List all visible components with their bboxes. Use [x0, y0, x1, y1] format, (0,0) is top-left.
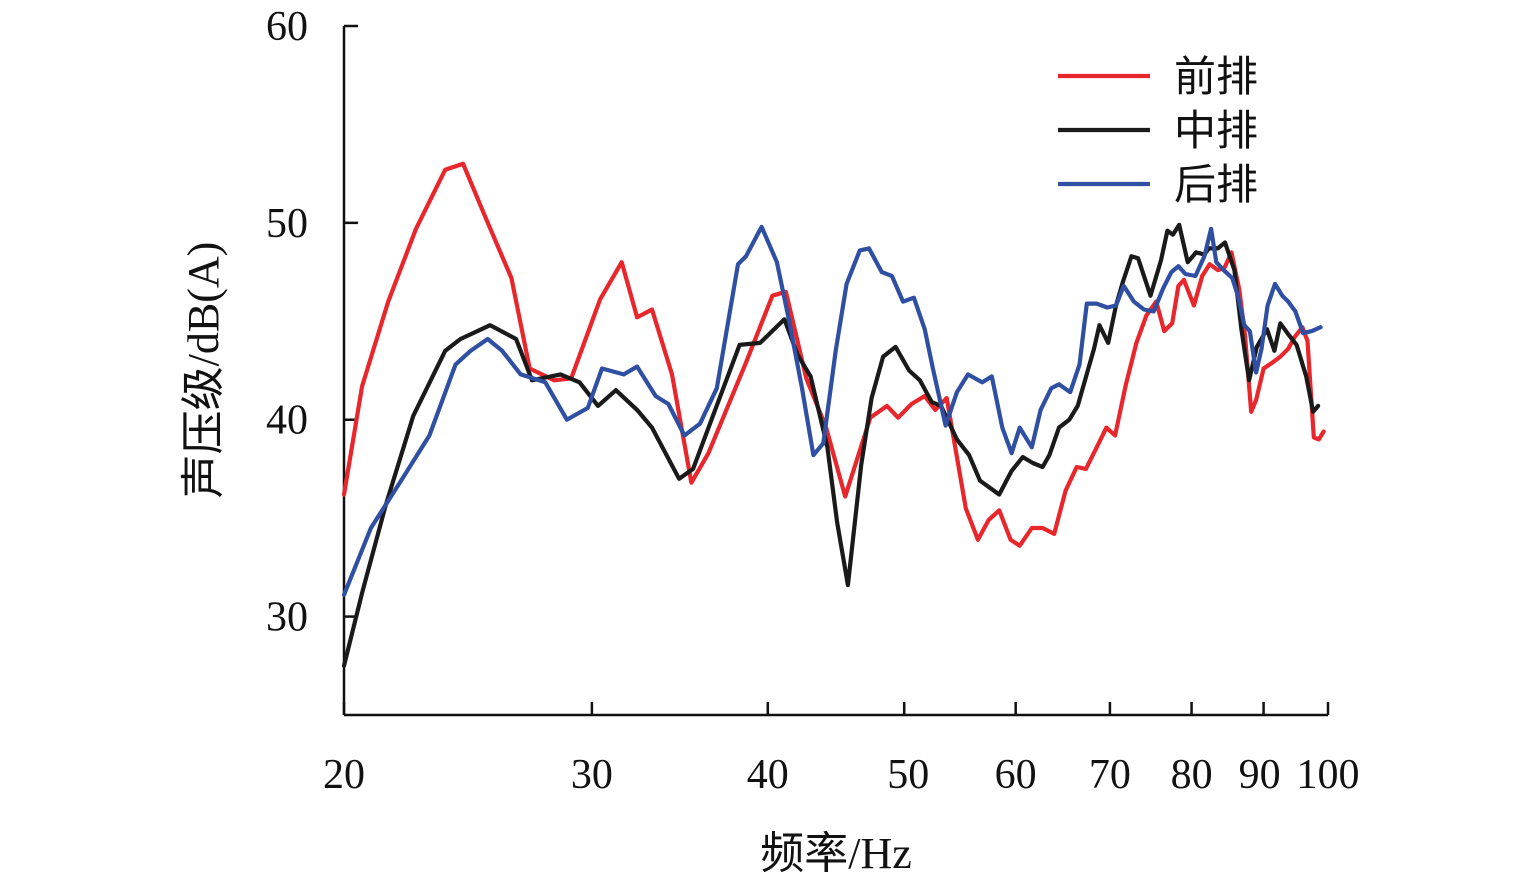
legend-label-2: 中排 — [1174, 106, 1258, 155]
x-tick-label: 20 — [323, 752, 365, 798]
y-tick-label: 60 — [266, 4, 308, 50]
x-tick-label: 60 — [995, 752, 1037, 798]
y-axis-ticks: 30 40 50 60 — [266, 4, 358, 641]
series-line-3 — [341, 224, 1323, 597]
x-tick-label: 70 — [1089, 752, 1131, 798]
x-axis-ticks: 20 30 40 50 60 70 80 90 100 — [323, 702, 1360, 798]
legend-label-3: 后排 — [1174, 160, 1258, 209]
y-tick-label: 30 — [266, 595, 308, 641]
x-tick-label: 100 — [1297, 752, 1360, 798]
x-tick-label: 80 — [1171, 752, 1213, 798]
series-line-2 — [341, 222, 1321, 668]
x-tick-label: 90 — [1239, 752, 1281, 798]
x-axis-title: 频率/Hz — [760, 829, 912, 878]
series-layer — [341, 161, 1326, 668]
y-axis-title: 声压级/dB(A) — [179, 242, 228, 499]
chart-axes — [342, 26, 1328, 717]
x-tick-label: 40 — [747, 752, 789, 798]
legend-label-1: 前排 — [1174, 52, 1258, 101]
x-tick-label: 50 — [887, 752, 929, 798]
x-tick-label: 30 — [571, 752, 613, 798]
y-tick-label: 40 — [266, 398, 308, 444]
y-tick-label: 50 — [266, 201, 308, 247]
